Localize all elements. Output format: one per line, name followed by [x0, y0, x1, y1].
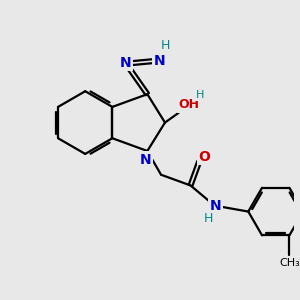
Text: H: H — [160, 39, 170, 52]
Text: N: N — [154, 54, 165, 68]
Text: OH: OH — [178, 98, 199, 111]
Text: N: N — [140, 153, 151, 167]
Text: H: H — [196, 90, 204, 100]
Text: N: N — [210, 199, 221, 213]
Text: N: N — [120, 56, 132, 70]
Text: O: O — [198, 150, 210, 164]
Text: CH₃: CH₃ — [279, 258, 300, 268]
Text: H: H — [204, 212, 213, 225]
